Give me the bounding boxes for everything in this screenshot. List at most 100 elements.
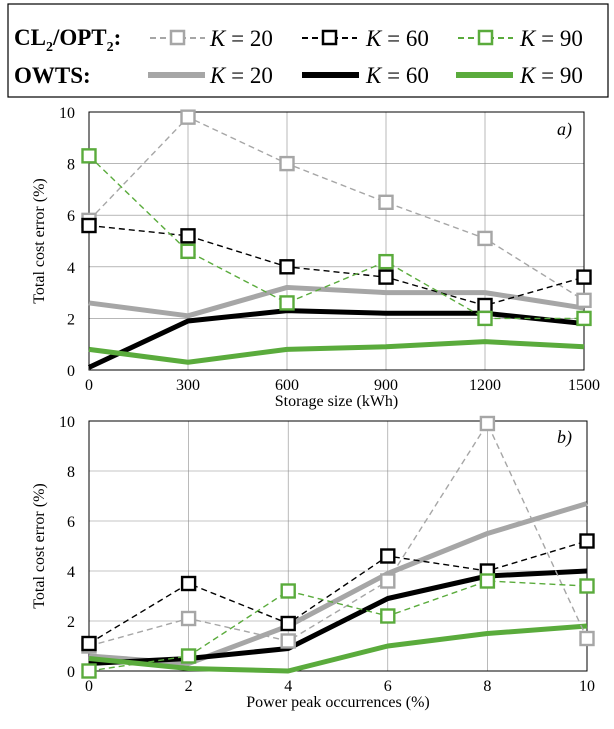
data-point-cl2-opt2-k60: [378, 269, 394, 285]
y-axis-label: Total cost error (%): [31, 178, 48, 304]
x-tick-label: 900: [374, 377, 398, 394]
series-line-owts-k60: [87, 308, 585, 370]
legend-row2-label-k20: K = 20: [209, 63, 273, 88]
legend-frame: [7, 3, 609, 98]
data-point-cl2-opt2-k60: [81, 217, 97, 234]
data-point-cl2-opt2-k60: [180, 575, 197, 592]
legend-row1-label-k20: K = 20: [209, 26, 273, 51]
data-point-cl2-opt2-k20: [479, 415, 496, 432]
x-tick-label: 4: [284, 678, 292, 695]
data-point-cl2-opt2-k90: [180, 243, 196, 260]
legend-row1-label-k60: K = 60: [365, 26, 429, 51]
series-line-cl2-opt2-k60: [88, 224, 585, 307]
x-axis-label: Power peak occurrences (%): [246, 694, 429, 711]
y-tick-label: 0: [67, 664, 75, 681]
legend: CL2/OPT2: K = 20 K = 60 K = 90 OWTS: K =…: [7, 3, 609, 98]
legend-marker-k60: [321, 29, 338, 46]
x-tick-label: 2: [185, 678, 193, 695]
y-tick-label: 8: [67, 464, 75, 481]
data-point-cl2-opt2-k60: [380, 548, 396, 564]
data-point-cl2-opt2-k90: [378, 253, 394, 270]
panel-label: a): [557, 119, 572, 140]
legend-row1-entry-k90: K = 90: [458, 26, 583, 51]
x-tick-label: 10: [579, 678, 595, 695]
y-tick-label: 10: [59, 105, 75, 122]
data-point-cl2-opt2-k60: [280, 615, 296, 632]
legend-row2-entry-k90: K = 90: [456, 63, 583, 88]
y-tick-label: 0: [67, 363, 75, 380]
y-tick-label: 4: [67, 260, 75, 277]
data-point-cl2-opt2-k20: [279, 155, 295, 172]
data-point-cl2-opt2-k90: [579, 578, 595, 594]
x-tick-label: 8: [483, 678, 491, 695]
data-point-cl2-opt2-k20: [180, 109, 196, 125]
y-tick-label: 4: [67, 564, 75, 581]
y-tick-label: 10: [59, 414, 75, 431]
data-point-cl2-opt2-k20: [380, 573, 396, 589]
series-line-owts-k90: [88, 623, 588, 674]
data-point-cl2-opt2-k90: [279, 295, 295, 311]
chart-panel-a: 0 300 600 900 1200 1500 0 2 4 6 8 10 Storage size (k…: [31, 105, 600, 410]
data-point-cl2-opt2-k90: [280, 583, 296, 599]
series-line-owts-k20: [88, 501, 588, 666]
plot-frame: [88, 111, 585, 371]
data-point-cl2-opt2-k60: [81, 635, 97, 652]
x-tick-label: 300: [176, 377, 200, 394]
data-point-cl2-opt2-k60: [180, 228, 196, 244]
x-axis-label: Storage size (kWh): [275, 393, 399, 410]
legend-row2-entry-k60: K = 60: [302, 63, 429, 88]
series-line-cl2-opt2-k20: [88, 422, 588, 647]
legend-row2-label-k60: K = 60: [365, 63, 429, 88]
series-line-cl2-opt2-k60: [88, 540, 588, 645]
data-point-cl2-opt2-k20: [579, 630, 595, 647]
data-point-cl2-opt2-k60: [279, 259, 295, 275]
series-line-owts-k20: [88, 284, 585, 319]
y-tick-label: 8: [67, 157, 75, 174]
data-point-cl2-opt2-k90: [576, 310, 592, 327]
legend-row1-sub2: 2: [107, 40, 114, 55]
data-point-cl2-opt2-k90: [477, 310, 493, 327]
data-point-cl2-opt2-k20: [477, 230, 493, 247]
legend-row1-sub1: 2: [46, 40, 53, 55]
series-line-cl2-opt2-k20: [88, 116, 585, 301]
legend-row2-label-k90: K = 90: [519, 63, 583, 88]
data-point-cl2-opt2-k90: [81, 148, 97, 164]
data-point-cl2-opt2-k90: [81, 663, 97, 679]
data-point-cl2-opt2-k90: [380, 608, 396, 624]
legend-marker-k20: [169, 29, 186, 46]
data-point-cl2-opt2-k60: [576, 269, 592, 285]
data-point-cl2-opt2-k20: [378, 194, 394, 211]
data-point-cl2-opt2-k20: [180, 610, 197, 627]
y-axis-label: Total cost error (%): [31, 483, 48, 609]
series-line-cl2-opt2-k90: [88, 155, 584, 320]
data-point-cl2-opt2-k60: [477, 297, 493, 314]
legend-row2-heading: OWTS:: [14, 63, 91, 88]
series-line-cl2-opt2-k90: [88, 580, 588, 672]
legend-row1-label-k90: K = 90: [519, 26, 583, 51]
data-point-cl2-opt2-k60: [579, 533, 595, 549]
y-tick-label: 6: [67, 514, 75, 531]
series-line-owts-k90: [88, 339, 585, 365]
data-point-cl2-opt2-k20: [280, 633, 296, 649]
y-tick-label: 2: [67, 311, 75, 328]
legend-row1-entry-k60: K = 60: [302, 26, 429, 51]
panel-label: b): [557, 427, 572, 448]
data-point-cl2-opt2-k90: [180, 648, 197, 664]
legend-row1-entry-k20: K = 20: [150, 26, 273, 51]
series-line-owts-k60: [88, 568, 588, 666]
legend-row1-heading: CL2/OPT2:: [14, 25, 121, 55]
y-tick-label: 6: [67, 208, 75, 225]
legend-row2-entry-k20: K = 20: [148, 63, 273, 88]
x-tick-label: 600: [275, 377, 299, 394]
x-tick-label: 1200: [469, 377, 501, 394]
x-tick-label: 1500: [568, 377, 600, 394]
data-point-cl2-opt2-k90: [479, 573, 496, 589]
x-tick-label: 6: [384, 678, 392, 695]
data-point-cl2-opt2-k20: [576, 292, 592, 309]
x-tick-label: 0: [85, 377, 93, 394]
x-tick-label: 0: [85, 678, 93, 695]
y-tick-label: 2: [67, 614, 75, 631]
legend-marker-k90: [477, 29, 494, 46]
chart-panel-b: 0 2 4 6 8 10 0 2 4 6 8 10 Power peak occurrences (%)…: [31, 414, 595, 711]
